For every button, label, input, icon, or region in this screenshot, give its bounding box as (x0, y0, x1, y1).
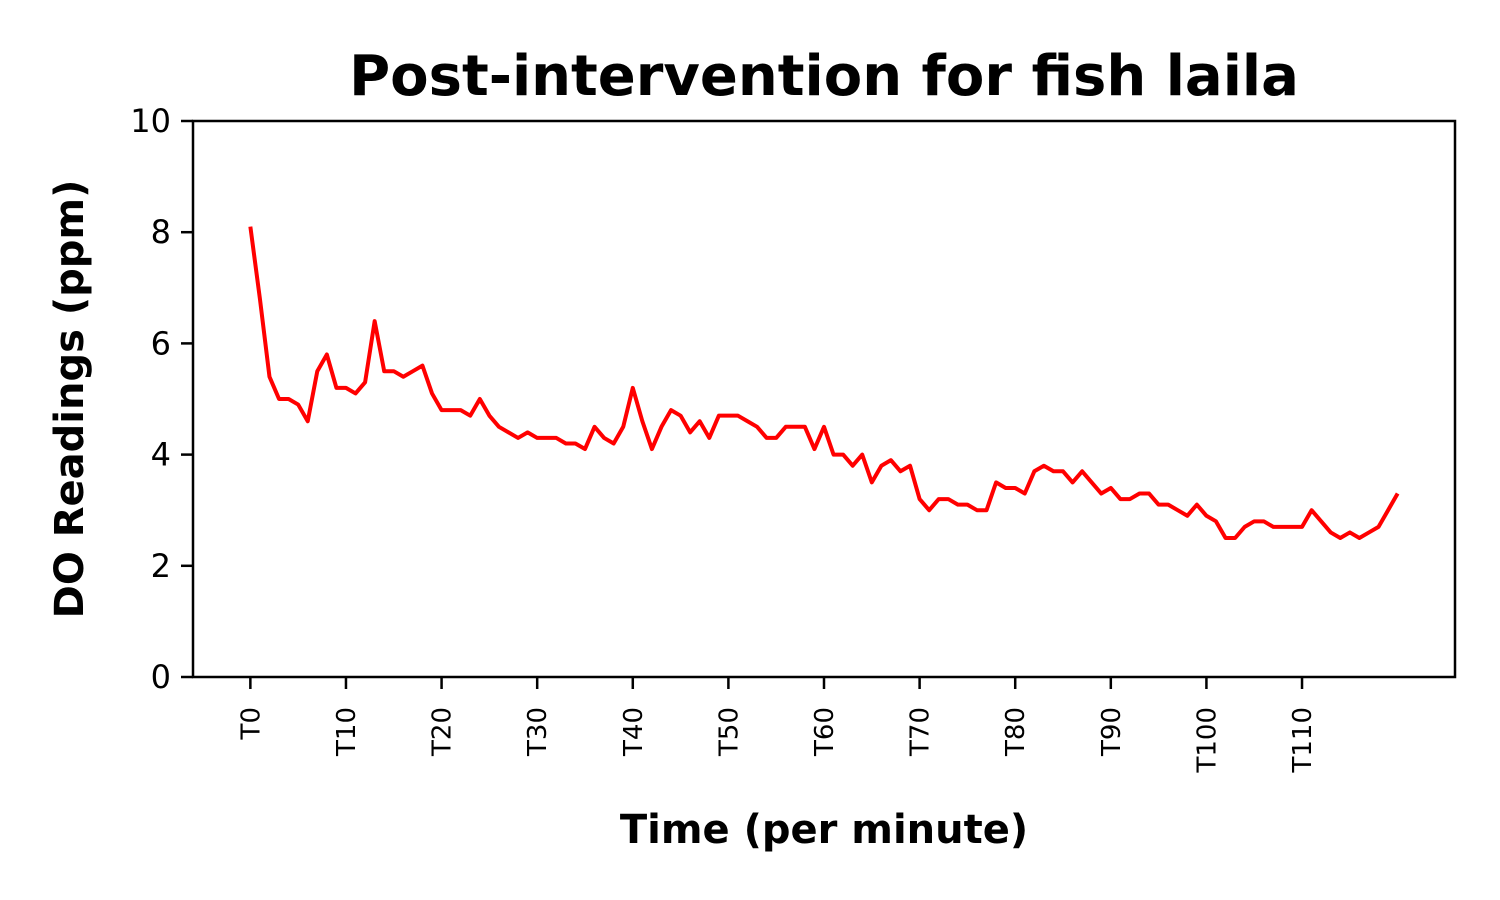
x-tick-label: T60 (810, 707, 840, 757)
x-tick-label: T0 (236, 707, 266, 740)
y-axis: 0 2 4 6 8 10 (130, 102, 193, 696)
x-tick-label: T10 (332, 707, 362, 757)
series-line-1 (248, 226, 1400, 540)
x-axis-label: Time (per minute) (620, 807, 1028, 853)
x-tick-label: T20 (428, 707, 458, 757)
x-tick-label: T100 (1192, 707, 1222, 774)
x-tick-label: T90 (1097, 707, 1127, 757)
x-tick-label: T110 (1288, 707, 1318, 774)
x-tick-label: T40 (619, 707, 649, 757)
y-tick-label: 6 (151, 324, 171, 362)
y-tick-label: 0 (151, 658, 171, 696)
x-axis: T0 T10 T20 T30 T40 T50 T60 T70 T80 T90 T100 T110 (236, 677, 1318, 774)
x-tick-label: T70 (906, 707, 936, 757)
y-tick-label: 2 (151, 547, 171, 585)
y-tick-label: 10 (130, 102, 171, 140)
y-axis-label: DO Readings (ppm) (47, 180, 93, 619)
x-tick-label: T80 (1001, 707, 1031, 757)
y-tick-label: 8 (151, 213, 171, 251)
x-tick-label: T50 (714, 707, 744, 757)
y-tick-label: 4 (151, 436, 171, 474)
chart-title: Post-intervention for fish laila (349, 44, 1299, 109)
series-layer (248, 226, 1400, 540)
plot-area-frame (191, 119, 1457, 679)
x-tick-label: T30 (523, 707, 553, 757)
